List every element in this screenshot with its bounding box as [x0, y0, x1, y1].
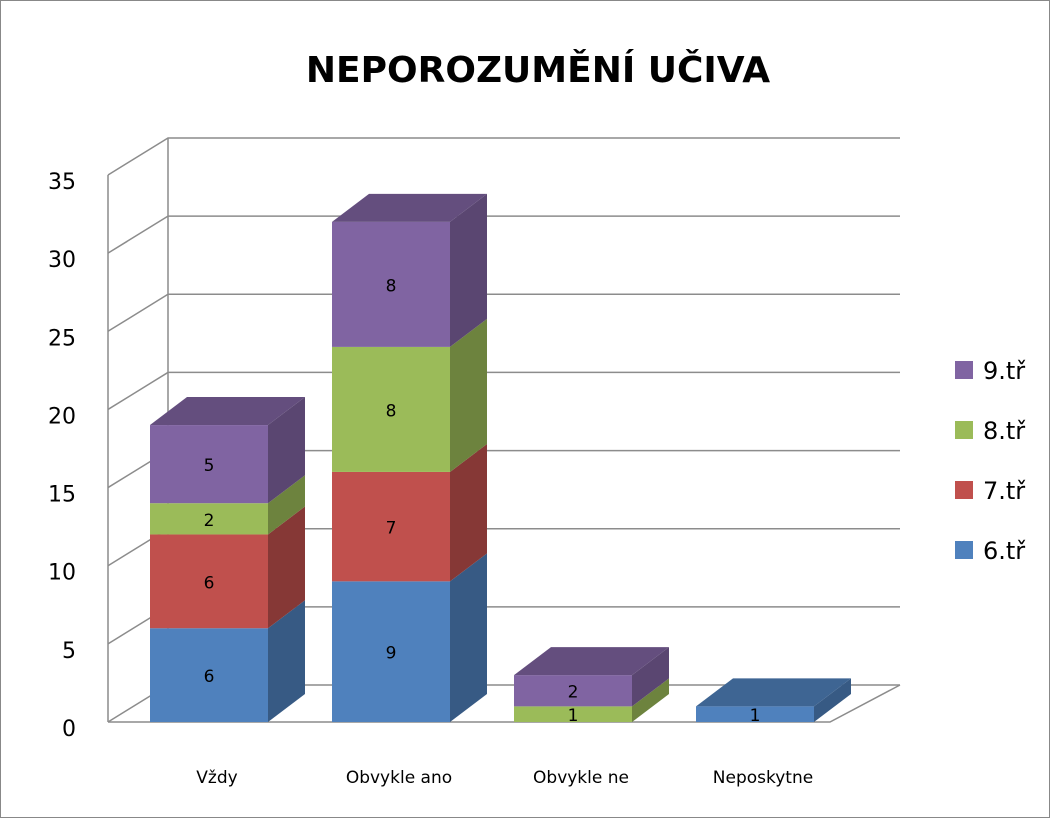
bar: [514, 675, 632, 707]
data-label: 6: [204, 573, 215, 593]
y-tick-label: 20: [48, 404, 76, 429]
y-tick-label: 35: [48, 170, 76, 195]
bar: [150, 425, 268, 504]
bar-top: [150, 397, 305, 426]
legend-swatch: [955, 541, 973, 559]
bar: [150, 628, 268, 722]
bar-side: [268, 600, 305, 722]
x-tick-label: Obvykle ne: [533, 768, 629, 788]
grid-line: [107, 137, 900, 176]
chart-title: NEPOROZUMĚNÍ UČIVA: [306, 49, 770, 91]
bar-side: [450, 193, 487, 347]
legend-label: 6.tř: [983, 537, 1026, 565]
data-label: 8: [386, 276, 397, 296]
y-tick-label: 10: [48, 561, 76, 586]
y-tick-label: 0: [62, 717, 76, 742]
bar-side: [632, 647, 669, 707]
grid-line: [107, 293, 900, 332]
bar: [696, 706, 814, 722]
bar: [332, 221, 450, 347]
bar: [150, 503, 268, 535]
grid-line: [107, 371, 900, 411]
bar: [150, 534, 268, 629]
bar: [332, 581, 450, 722]
grid-line: [107, 215, 900, 254]
data-label: 5: [204, 456, 215, 476]
data-label: 6: [204, 667, 215, 687]
data-label: 1: [750, 706, 761, 726]
legend-swatch: [955, 421, 973, 439]
bar: [332, 471, 450, 582]
legend-swatch: [955, 481, 973, 499]
bar-side: [450, 443, 487, 582]
x-tick-label: Neposkytne: [713, 768, 813, 788]
y-tick-label: 25: [48, 326, 76, 351]
legend-swatch: [955, 361, 973, 379]
y-tick-label: 15: [48, 483, 76, 508]
data-label: 9: [386, 644, 397, 664]
data-label: 1: [568, 706, 579, 726]
y-tick-label: 5: [62, 639, 76, 664]
bar-side: [450, 553, 487, 722]
bar-side: [814, 678, 851, 722]
data-label: 2: [568, 683, 579, 703]
bar-side: [268, 475, 305, 535]
bar-side: [632, 678, 669, 722]
legend-label: 9.tř: [983, 357, 1026, 385]
legend-label: 7.tř: [983, 477, 1026, 505]
data-label: 8: [386, 401, 397, 421]
bar-top: [696, 678, 851, 707]
legend-label: 8.tř: [983, 417, 1026, 445]
y-tick-label: 30: [48, 248, 76, 273]
bar-top: [332, 193, 487, 222]
bar-side: [268, 397, 305, 504]
bar-side: [450, 318, 487, 472]
bar-top: [514, 647, 669, 676]
data-label: 7: [386, 519, 397, 539]
x-tick-label: Obvykle ano: [346, 768, 452, 788]
x-tick-label: Vždy: [196, 768, 237, 788]
bar-side: [268, 506, 305, 629]
data-label: 2: [204, 511, 215, 531]
bar: [514, 706, 632, 722]
bar: [332, 346, 450, 472]
